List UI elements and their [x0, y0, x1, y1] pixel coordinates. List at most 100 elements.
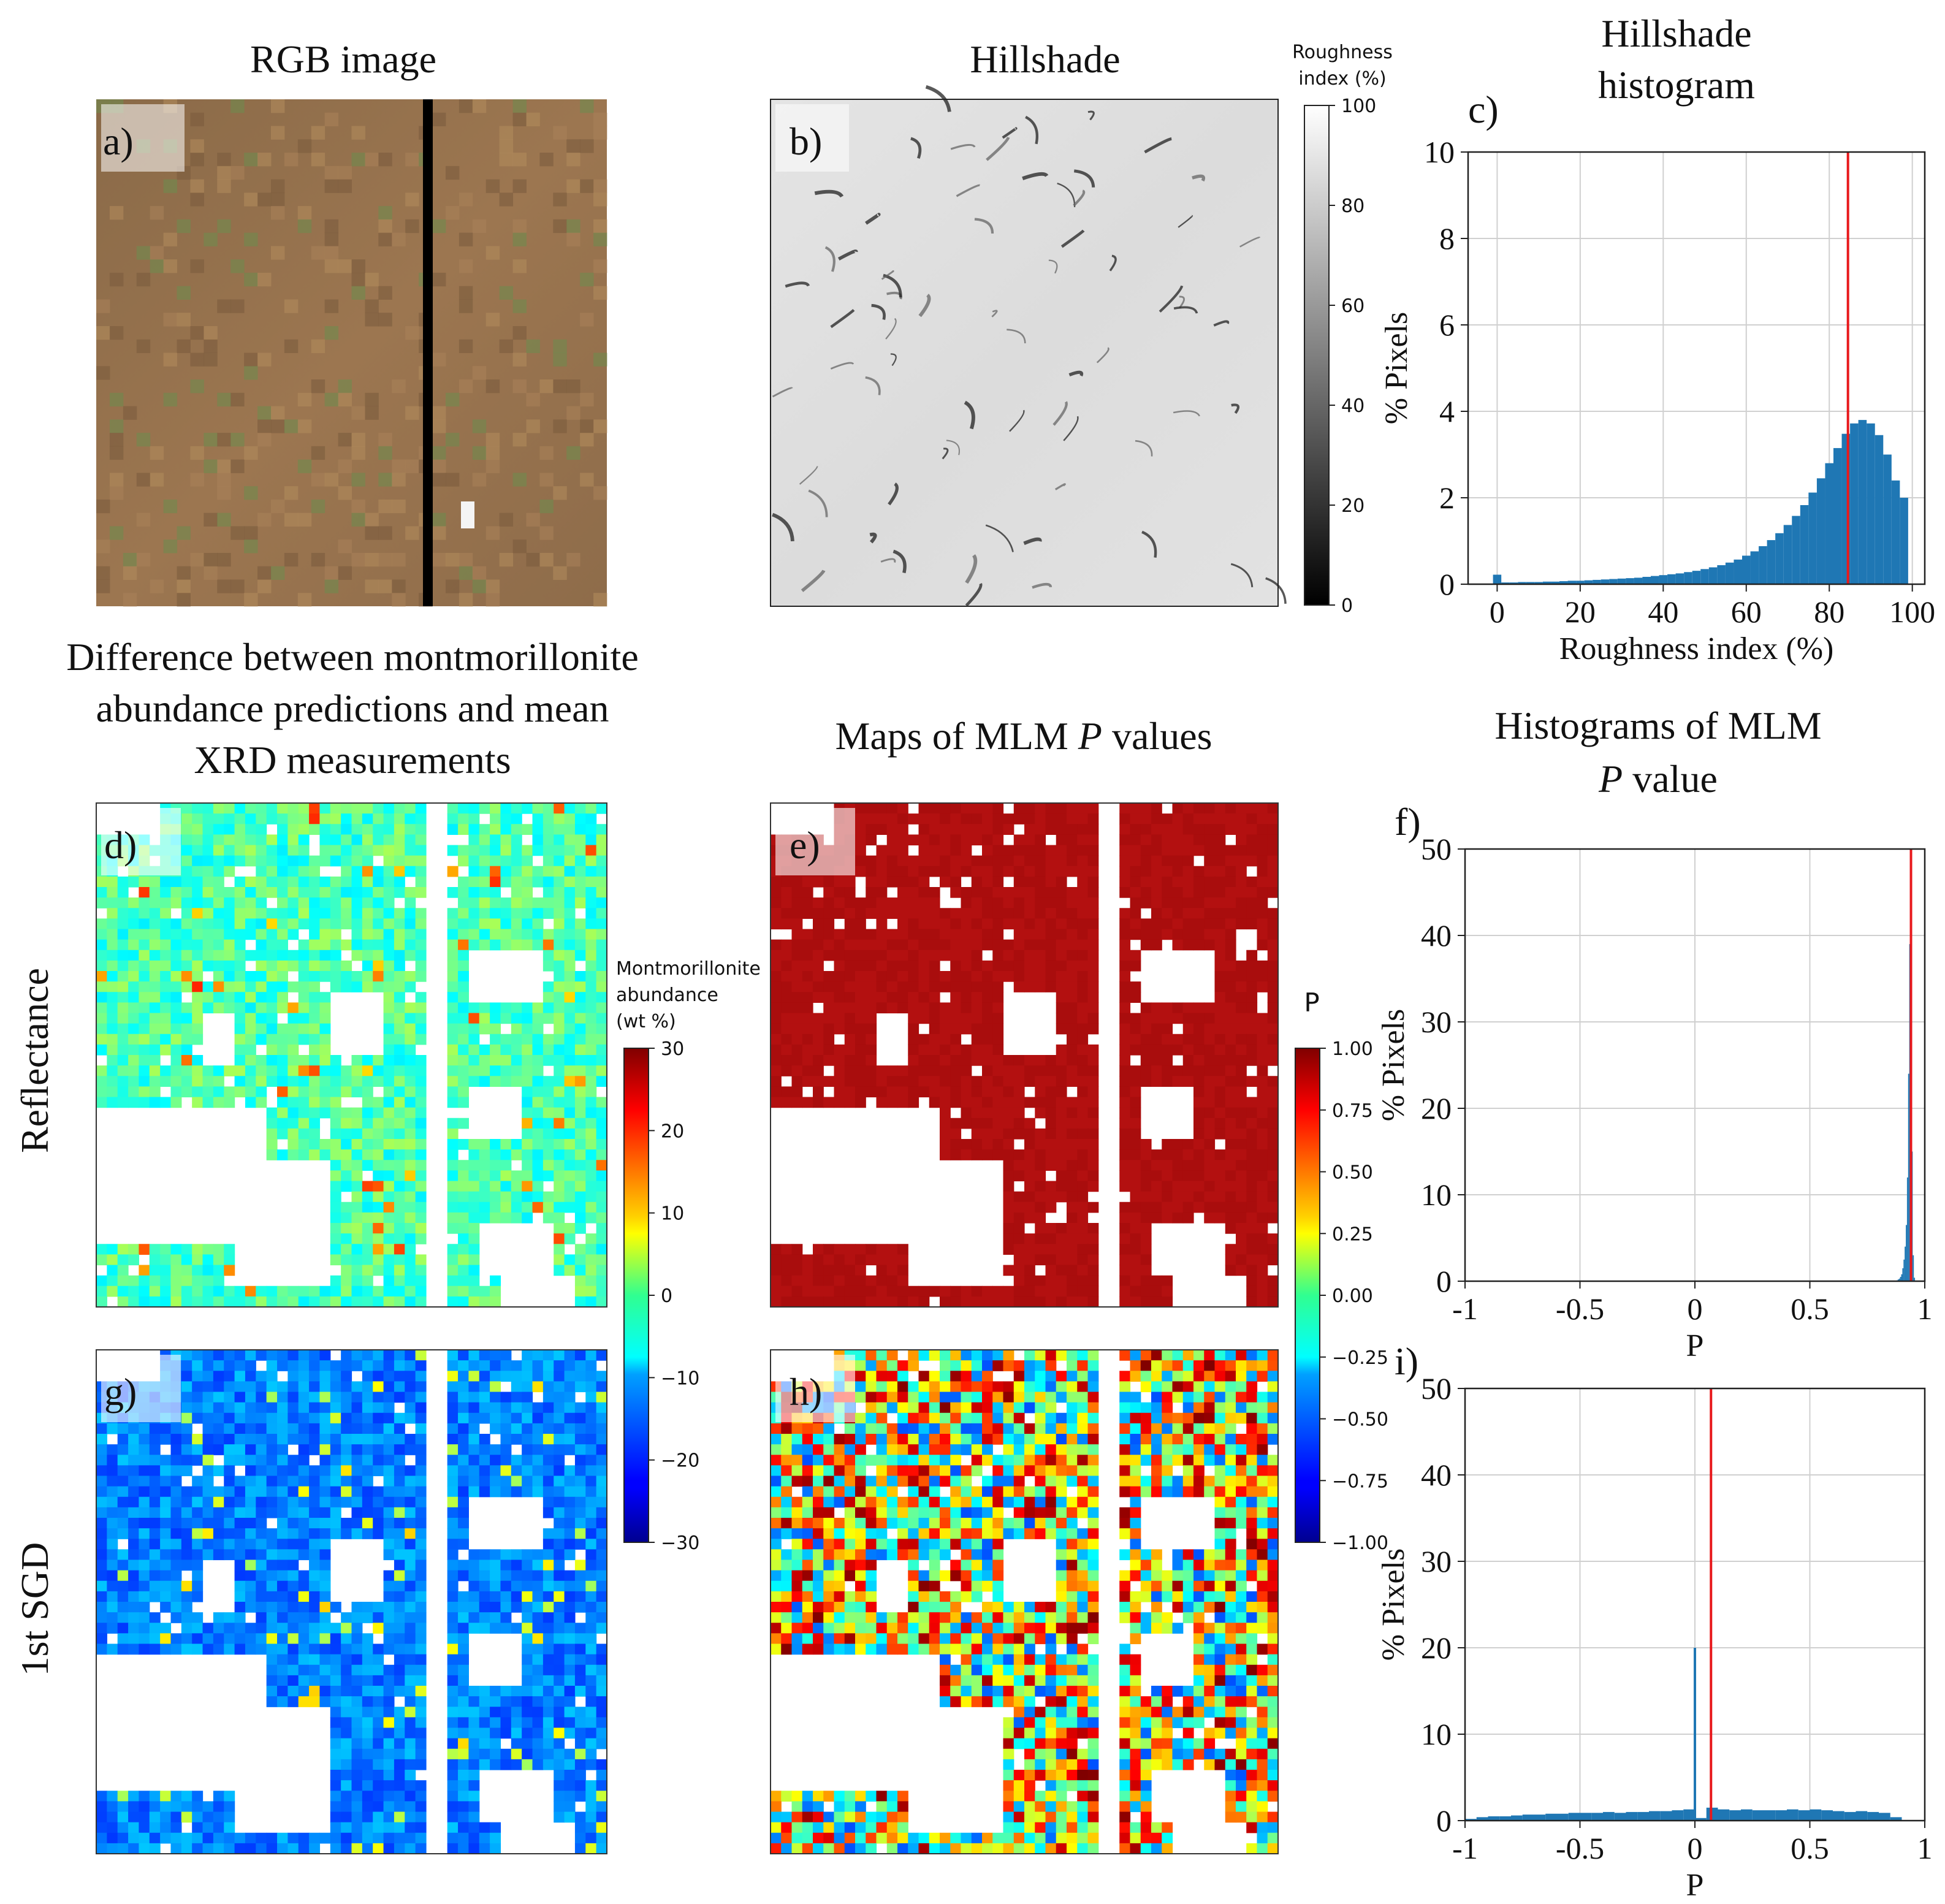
map-pixel: [341, 1360, 352, 1371]
map-pixel: [532, 1097, 544, 1108]
map-pixel: [149, 1559, 161, 1571]
map-pixel: [96, 897, 107, 908]
map-pixel: [781, 950, 793, 961]
map-pixel: [866, 1044, 877, 1056]
map-pixel: [405, 1139, 416, 1150]
map-pixel: [362, 1149, 373, 1160]
map-pixel: [277, 887, 288, 898]
map-pixel: [1067, 1149, 1078, 1160]
histogram-bar: [1867, 423, 1875, 584]
map-pixel: [1067, 1107, 1078, 1119]
rgb-pixel: [378, 499, 392, 514]
map-pixel: [309, 1065, 321, 1076]
map-pixel: [277, 1623, 288, 1634]
map-pixel: [992, 876, 1004, 888]
map-pixel: [876, 1285, 888, 1297]
map-pixel: [330, 1444, 341, 1455]
map-pixel: [405, 1580, 416, 1592]
map-pixel: [771, 1296, 782, 1308]
map-pixel: [266, 1423, 278, 1434]
map-pixel: [479, 1602, 490, 1613]
map-pixel: [1077, 1296, 1089, 1308]
rgb-pixel: [485, 593, 500, 607]
map-pixel: [490, 813, 501, 824]
map-pixel: [897, 834, 908, 846]
map-pixel: [256, 1623, 267, 1634]
map-pixel: [771, 887, 782, 898]
map-pixel: [585, 1507, 597, 1518]
map-pixel: [213, 950, 224, 961]
map-pixel: [1214, 929, 1226, 940]
map-pixel: [564, 1570, 576, 1582]
map-pixel: [341, 1076, 352, 1087]
map-pixel: [362, 1086, 373, 1098]
map-pixel: [574, 1170, 586, 1182]
map-pixel: [554, 1539, 565, 1550]
map-pixel: [1182, 855, 1194, 867]
map-pixel: [564, 1602, 576, 1613]
map-pixel: [96, 1518, 107, 1529]
map-pixel: [447, 1201, 459, 1213]
map-pixel: [1257, 1076, 1268, 1087]
map-pixel: [149, 1244, 161, 1255]
map-pixel: [982, 824, 993, 835]
map-pixel: [1267, 929, 1279, 940]
map-pixel: [1267, 1097, 1279, 1108]
map-pixel: [458, 1402, 469, 1414]
map-pixel: [876, 939, 888, 951]
map-pixel: [245, 1013, 256, 1024]
map-pixel: [298, 1455, 310, 1466]
map-pixel: [447, 1360, 459, 1371]
map-pixel: [330, 929, 341, 940]
map-pixel: [1045, 1076, 1057, 1087]
map-pixel: [192, 1591, 204, 1602]
map-pixel: [298, 1623, 310, 1634]
map-pixel: [1162, 1191, 1173, 1203]
rgb-pixel: [365, 579, 379, 593]
map-pixel: [362, 971, 373, 982]
map-pixel: [266, 950, 278, 961]
map-pixel: [511, 929, 522, 940]
map-pixel: [511, 1570, 522, 1582]
map-pixel: [564, 1371, 576, 1382]
map-pixel: [1003, 1265, 1014, 1276]
map-pixel: [266, 1559, 278, 1571]
map-pixel: [149, 1507, 161, 1518]
map-pixel: [500, 1212, 512, 1224]
map-pixel: [532, 1107, 544, 1119]
rgb-pixel: [204, 326, 218, 340]
rgb-pixel: [580, 473, 594, 487]
map-pixel: [1130, 1128, 1141, 1140]
map-pixel: [1024, 813, 1035, 824]
map-pixel: [96, 1002, 107, 1014]
map-pixel: [405, 1476, 416, 1487]
rgb-pixel: [432, 406, 446, 420]
map-pixel: [373, 960, 384, 972]
map-pixel: [574, 1623, 586, 1634]
map-pixel: [107, 1034, 118, 1045]
map-pixel: [256, 1392, 267, 1403]
map-pixel: [351, 1633, 363, 1645]
map-pixel: [287, 1559, 299, 1571]
map-pixel: [373, 1612, 384, 1623]
row-label-reflectance: Reflectance: [13, 968, 56, 1153]
map-pixel: [596, 1507, 607, 1518]
hillshade-ridge: [1022, 172, 1049, 180]
map-pixel: [468, 1044, 480, 1056]
map-pixel: [554, 824, 565, 835]
map-pixel: [585, 1455, 597, 1466]
map-pixel: [383, 1013, 395, 1024]
map-pixel: [117, 1434, 129, 1445]
map-pixel: [107, 1285, 118, 1297]
rgb-pixel: [392, 552, 406, 567]
map-pixel: [500, 1149, 512, 1160]
rgb-pixel: [593, 232, 607, 246]
map-pixel: [961, 1055, 972, 1066]
map-pixel: [950, 845, 962, 856]
map-pixel: [277, 1044, 288, 1056]
rgb-pixel: [190, 552, 204, 567]
map-pixel: [373, 929, 384, 940]
map-pixel: [1067, 813, 1078, 824]
map-pixel: [277, 845, 288, 856]
map-pixel: [1003, 1107, 1014, 1119]
